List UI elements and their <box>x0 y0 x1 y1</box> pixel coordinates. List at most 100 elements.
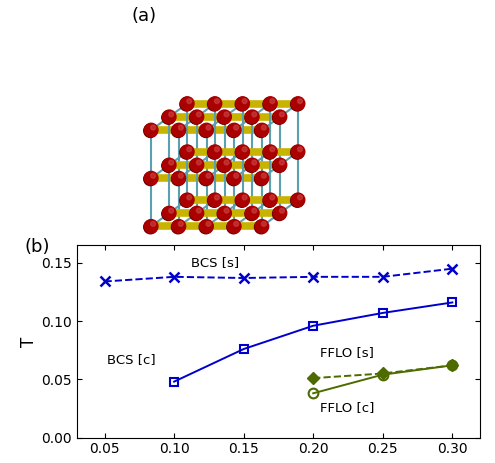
Circle shape <box>180 194 194 207</box>
Circle shape <box>273 207 286 220</box>
Circle shape <box>190 206 203 220</box>
Circle shape <box>208 97 222 110</box>
Circle shape <box>178 173 183 178</box>
Circle shape <box>197 160 201 165</box>
Circle shape <box>280 208 284 213</box>
Circle shape <box>171 172 185 186</box>
Circle shape <box>228 171 241 185</box>
Circle shape <box>187 99 192 104</box>
Circle shape <box>218 110 231 124</box>
Circle shape <box>255 219 269 233</box>
Circle shape <box>246 110 259 124</box>
Circle shape <box>190 110 203 124</box>
Circle shape <box>218 158 231 172</box>
Circle shape <box>227 172 240 186</box>
Circle shape <box>297 147 302 152</box>
Circle shape <box>162 207 175 220</box>
Circle shape <box>199 172 212 186</box>
X-axis label: $t_\perp$: $t_\perp$ <box>269 462 288 463</box>
Circle shape <box>217 111 231 124</box>
Circle shape <box>252 160 256 165</box>
Circle shape <box>214 147 219 152</box>
Circle shape <box>228 219 241 233</box>
Circle shape <box>264 193 277 206</box>
Text: FFLO [s]: FFLO [s] <box>320 346 374 359</box>
Circle shape <box>224 160 229 165</box>
Circle shape <box>145 123 158 137</box>
Circle shape <box>200 123 213 137</box>
Circle shape <box>236 193 249 206</box>
Text: (a): (a) <box>132 7 157 25</box>
Circle shape <box>291 98 304 111</box>
Circle shape <box>172 171 186 185</box>
Circle shape <box>180 98 194 111</box>
Circle shape <box>178 125 183 130</box>
Circle shape <box>187 195 192 200</box>
Circle shape <box>207 98 221 111</box>
Circle shape <box>150 173 155 178</box>
Circle shape <box>246 158 259 172</box>
Circle shape <box>263 146 276 159</box>
Circle shape <box>206 173 211 178</box>
Text: BCS [c]: BCS [c] <box>107 353 156 366</box>
Circle shape <box>214 99 219 104</box>
Text: (b): (b) <box>24 238 50 256</box>
Circle shape <box>242 147 247 152</box>
Circle shape <box>190 207 203 220</box>
Circle shape <box>181 97 194 110</box>
Circle shape <box>273 159 286 172</box>
Circle shape <box>291 146 304 159</box>
Circle shape <box>181 145 194 158</box>
Circle shape <box>145 219 158 233</box>
Circle shape <box>187 147 192 152</box>
Circle shape <box>235 194 248 207</box>
Circle shape <box>200 219 213 233</box>
Circle shape <box>242 195 247 200</box>
Circle shape <box>264 97 277 110</box>
Circle shape <box>254 124 268 138</box>
Circle shape <box>291 194 304 207</box>
Circle shape <box>144 124 157 138</box>
Circle shape <box>171 220 185 234</box>
Circle shape <box>217 207 231 220</box>
Circle shape <box>150 125 155 130</box>
Text: FFLO [c]: FFLO [c] <box>320 401 375 414</box>
Circle shape <box>261 173 266 178</box>
Circle shape <box>197 208 201 213</box>
Circle shape <box>162 110 176 124</box>
Circle shape <box>236 145 249 158</box>
Circle shape <box>261 125 266 130</box>
Circle shape <box>206 221 211 226</box>
Circle shape <box>245 207 258 220</box>
Circle shape <box>254 220 268 234</box>
Circle shape <box>264 145 277 158</box>
Circle shape <box>292 97 305 110</box>
Circle shape <box>255 171 269 185</box>
Circle shape <box>172 123 186 137</box>
Circle shape <box>261 221 266 226</box>
Y-axis label: T: T <box>20 336 38 347</box>
Circle shape <box>292 145 305 158</box>
Circle shape <box>292 193 305 206</box>
Circle shape <box>224 112 229 117</box>
Circle shape <box>234 173 239 178</box>
Circle shape <box>190 111 203 124</box>
Circle shape <box>144 220 157 234</box>
Circle shape <box>180 146 194 159</box>
Circle shape <box>181 193 194 206</box>
Circle shape <box>245 111 258 124</box>
Circle shape <box>297 195 302 200</box>
Circle shape <box>207 194 221 207</box>
Circle shape <box>297 99 302 104</box>
Circle shape <box>263 98 276 111</box>
Circle shape <box>234 125 239 130</box>
Circle shape <box>245 159 258 172</box>
Circle shape <box>235 98 248 111</box>
Circle shape <box>273 110 287 124</box>
Circle shape <box>280 112 284 117</box>
Circle shape <box>280 160 284 165</box>
Circle shape <box>273 206 287 220</box>
Circle shape <box>172 219 186 233</box>
Circle shape <box>236 97 249 110</box>
Circle shape <box>150 221 155 226</box>
